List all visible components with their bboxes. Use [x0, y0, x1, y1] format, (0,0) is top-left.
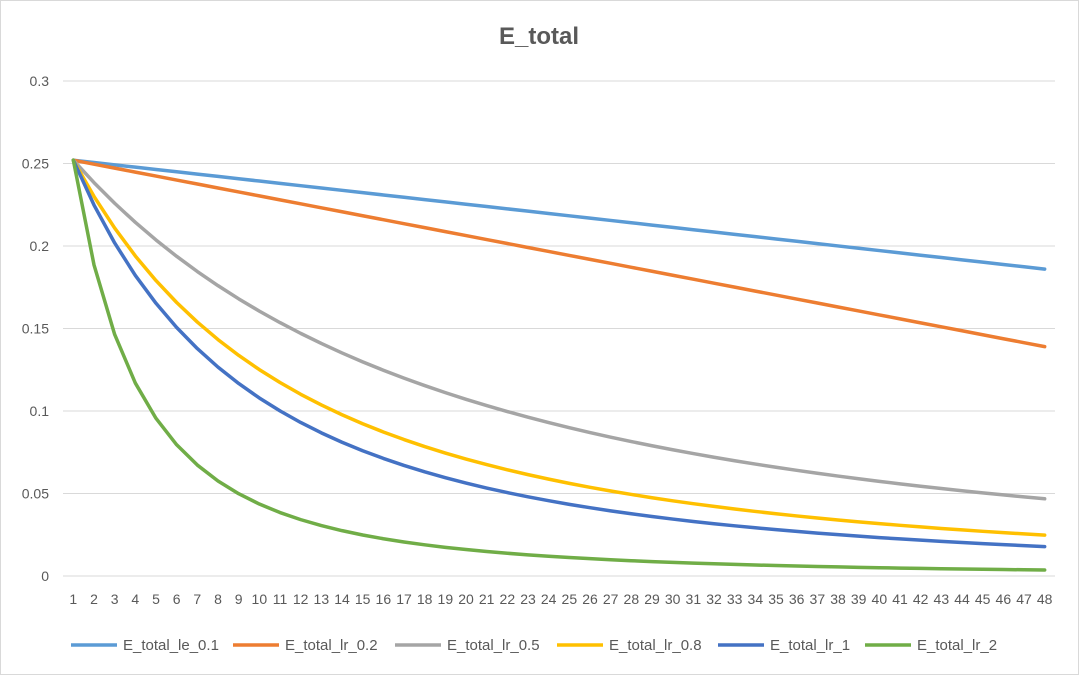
x-tick-label: 17: [396, 591, 412, 607]
series-line-E_total_le_0.1: [71, 158, 1047, 271]
series-line-E_total_lr_1: [71, 158, 1047, 549]
x-tick-label: 20: [458, 591, 474, 607]
x-tick-label: 4: [131, 591, 139, 607]
x-tick-label: 26: [582, 591, 598, 607]
gridlines: [63, 80, 1055, 577]
x-tick-label: 41: [892, 591, 908, 607]
series-lines: [71, 158, 1047, 572]
y-tick-label: 0.3: [30, 73, 50, 89]
legend-label: E_total_le_0.1: [123, 637, 219, 654]
x-tick-label: 47: [1016, 591, 1032, 607]
x-tick-label: 8: [214, 591, 222, 607]
x-tick-label: 14: [334, 591, 350, 607]
x-tick-label: 21: [479, 591, 495, 607]
x-tick-label: 22: [500, 591, 516, 607]
x-tick-label: 42: [913, 591, 929, 607]
x-tick-label: 29: [644, 591, 660, 607]
x-tick-label: 40: [872, 591, 888, 607]
x-tick-label: 12: [293, 591, 309, 607]
x-tick-label: 46: [996, 591, 1012, 607]
series-line-E_total_lr_0.2: [71, 158, 1047, 349]
x-tick-label: 37: [810, 591, 826, 607]
legend-label: E_total_lr_1: [770, 637, 850, 654]
y-tick-label: 0.2: [30, 238, 50, 254]
y-tick-label: 0.25: [22, 156, 49, 172]
x-tick-label: 5: [152, 591, 160, 607]
y-tick-label: 0.1: [30, 403, 50, 419]
x-tick-label: 24: [541, 591, 557, 607]
x-tick-label: 31: [686, 591, 702, 607]
legend-label: E_total_lr_0.5: [447, 637, 540, 654]
series-line-E_total_lr_2: [71, 158, 1047, 572]
x-tick-label: 43: [934, 591, 950, 607]
x-tick-label: 18: [417, 591, 433, 607]
x-tick-label: 45: [975, 591, 991, 607]
x-tick-label: 28: [624, 591, 640, 607]
series-line-E_total_lr_0.8: [71, 158, 1047, 537]
x-tick-label: 15: [355, 591, 371, 607]
chart-title: E_total: [499, 23, 579, 50]
x-tick-label: 2: [90, 591, 98, 607]
x-tick-label: 16: [376, 591, 392, 607]
x-tick-label: 33: [727, 591, 743, 607]
x-tick-label: 13: [314, 591, 330, 607]
x-tick-label: 6: [173, 591, 181, 607]
series-line-E_total_lr_0.5: [71, 158, 1047, 501]
x-tick-label: 38: [830, 591, 846, 607]
x-tick-label: 19: [438, 591, 454, 607]
x-tick-label: 32: [706, 591, 722, 607]
x-tick-label: 25: [562, 591, 578, 607]
y-tick-label: 0.05: [22, 486, 49, 502]
x-tick-label: 39: [851, 591, 867, 607]
x-tick-label: 35: [768, 591, 784, 607]
legend-label: E_total_lr_0.2: [285, 637, 378, 654]
x-tick-label: 36: [789, 591, 805, 607]
y-axis-ticks: 0 0.05 0.1 0.15 0.2 0.25 0.3: [22, 73, 49, 584]
x-tick-label: 1: [69, 591, 77, 607]
x-tick-label: 11: [273, 591, 288, 607]
x-tick-label: 27: [603, 591, 619, 607]
legend-label: E_total_lr_0.8: [609, 637, 702, 654]
x-tick-label: 44: [954, 591, 970, 607]
x-tick-label: 7: [193, 591, 201, 607]
legend-label: E_total_lr_2: [917, 637, 997, 654]
x-tick-label: 10: [252, 591, 268, 607]
x-tick-label: 34: [748, 591, 764, 607]
x-tick-label: 3: [111, 591, 119, 607]
x-tick-label: 9: [235, 591, 243, 607]
y-tick-label: 0: [41, 568, 49, 584]
x-tick-label: 48: [1037, 591, 1053, 607]
x-tick-label: 23: [520, 591, 536, 607]
x-axis-ticks: 1 2 3 4 5 6 7 8 9 10 11 12 13 14 15 16 17 18 19 20 21 22 23 24 2…: [69, 591, 1052, 607]
legend: E_total_le_0.1 E_total_lr_0.2 E_total_lr_0…: [71, 637, 997, 654]
y-tick-label: 0.15: [22, 321, 49, 337]
x-tick-label: 30: [665, 591, 681, 607]
